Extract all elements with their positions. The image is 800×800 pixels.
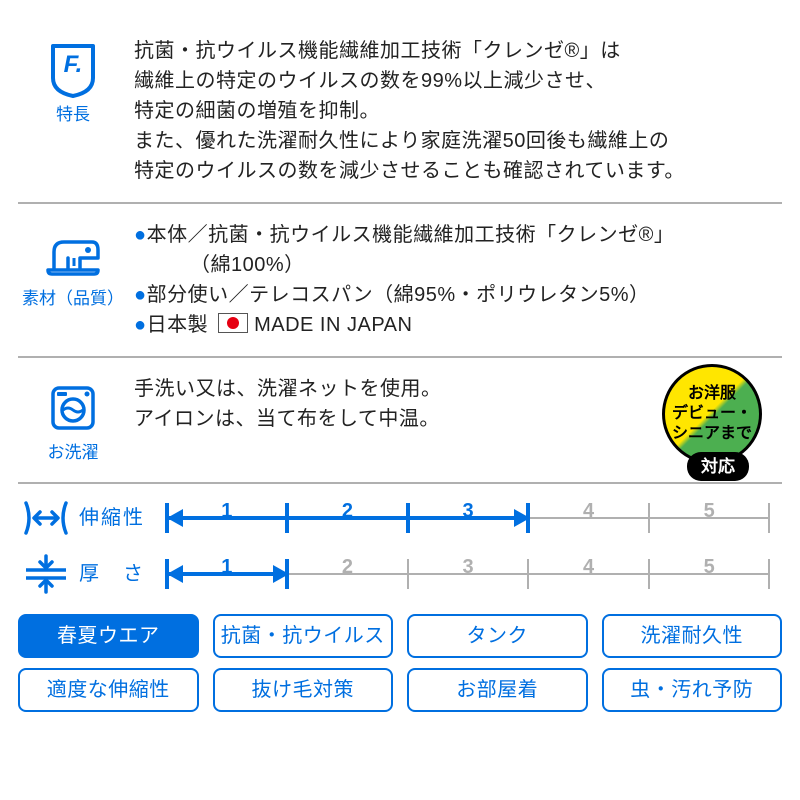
badge-line1: お洋服 <box>688 384 736 404</box>
features-label: 特長 <box>56 102 90 128</box>
features-icon-col: F. 特長 <box>18 36 128 128</box>
material-line1: ●本体／抗菌・抗ウイルス機能繊維加工技術「クレンゼ®」 <box>134 220 782 250</box>
feature-tag: 適度な伸縮性 <box>18 668 199 712</box>
features-line: 特定の細菌の増殖を抑制。 <box>134 96 782 126</box>
material-icon-col: 素材（品質） <box>18 220 128 312</box>
wash-icon-col: お洗濯 <box>18 374 128 466</box>
scale-tick-label: 5 <box>704 496 715 526</box>
scale-tick-label: 3 <box>462 496 473 526</box>
material-line2: ●部分使い／テレコスパン（綿95%・ポリウレタン5%） <box>134 280 782 310</box>
feature-tag: 洗濯耐久性 <box>602 614 783 658</box>
wash-label: お洗濯 <box>48 440 99 466</box>
features-text: 抗菌・抗ウイルス機能繊維加工技術「クレンゼ®」は 繊維上の特定のウイルスの数を9… <box>128 36 782 186</box>
scale-tick-label: 3 <box>462 552 473 582</box>
tags-grid: 春夏ウエア抗菌・抗ウイルスタンク洗濯耐久性適度な伸縮性抜け毛対策お部屋着虫・汚れ… <box>18 614 782 712</box>
scale-tick-label: 2 <box>342 496 353 526</box>
stretch-label: 伸縮性 <box>74 503 154 533</box>
section-wash: お洗濯 手洗い又は、洗濯ネットを使用。 アイロンは、当て布をして中温。 お洋服 … <box>18 358 782 484</box>
feature-tag: 抜け毛対策 <box>213 668 394 712</box>
feature-tag: タンク <box>407 614 588 658</box>
feature-tag: お部屋着 <box>407 668 588 712</box>
sewing-machine-icon <box>41 224 105 284</box>
shield-icon: F. <box>41 40 105 100</box>
scale-stretch: 伸縮性 1 2 3 4 5 <box>18 490 782 546</box>
features-line: 繊維上の特定のウイルスの数を99%以上減少させ、 <box>134 66 782 96</box>
feature-tag: 春夏ウエア <box>18 614 199 658</box>
thickness-bar: 1 2 3 4 5 <box>154 554 782 594</box>
scale-tick-label: 4 <box>583 496 594 526</box>
age-badge: お洋服 デビュー・ シニアまで 対応 <box>662 364 774 476</box>
washing-machine-icon <box>41 378 105 438</box>
badge-line2: デビュー・ <box>672 404 752 424</box>
features-line: 特定のウイルスの数を減少させることも確認されています。 <box>134 156 782 186</box>
material-line1b: （綿100%） <box>134 250 782 280</box>
thickness-icon <box>18 550 74 598</box>
stretch-icon <box>18 494 74 542</box>
japan-flag-icon <box>218 313 248 333</box>
feature-tag: 抗菌・抗ウイルス <box>213 614 394 658</box>
scale-thickness: 厚 さ 1 2 3 4 5 <box>18 546 782 602</box>
scale-tick-label: 2 <box>342 552 353 582</box>
material-line3: ●日本製MADE IN JAPAN <box>134 310 782 340</box>
section-material: 素材（品質） ●本体／抗菌・抗ウイルス機能繊維加工技術「クレンゼ®」 （綿100… <box>18 204 782 358</box>
scale-tick-label: 1 <box>221 496 232 526</box>
section-features: F. 特長 抗菌・抗ウイルス機能繊維加工技術「クレンゼ®」は 繊維上の特定のウイ… <box>18 20 782 204</box>
feature-tag: 虫・汚れ予防 <box>602 668 783 712</box>
material-label: 素材（品質） <box>22 286 124 312</box>
scales: 伸縮性 1 2 3 4 5 厚 さ 1 2 3 4 5 <box>18 490 782 602</box>
badge-tail: 対応 <box>687 452 749 482</box>
scale-tick-label: 1 <box>221 552 232 582</box>
stretch-bar: 1 2 3 4 5 <box>154 498 782 538</box>
svg-text:F.: F. <box>64 51 83 78</box>
scale-tick-label: 4 <box>583 552 594 582</box>
features-line: 抗菌・抗ウイルス機能繊維加工技術「クレンゼ®」は <box>134 36 782 66</box>
badge-line3: シニアまで <box>672 424 752 444</box>
scale-tick-label: 5 <box>704 552 715 582</box>
badge-circle: お洋服 デビュー・ シニアまで <box>662 364 762 464</box>
material-text: ●本体／抗菌・抗ウイルス機能繊維加工技術「クレンゼ®」 （綿100%） ●部分使… <box>128 220 782 340</box>
features-line: また、優れた洗濯耐久性により家庭洗濯50回後も繊維上の <box>134 126 782 156</box>
thickness-label: 厚 さ <box>74 559 154 589</box>
